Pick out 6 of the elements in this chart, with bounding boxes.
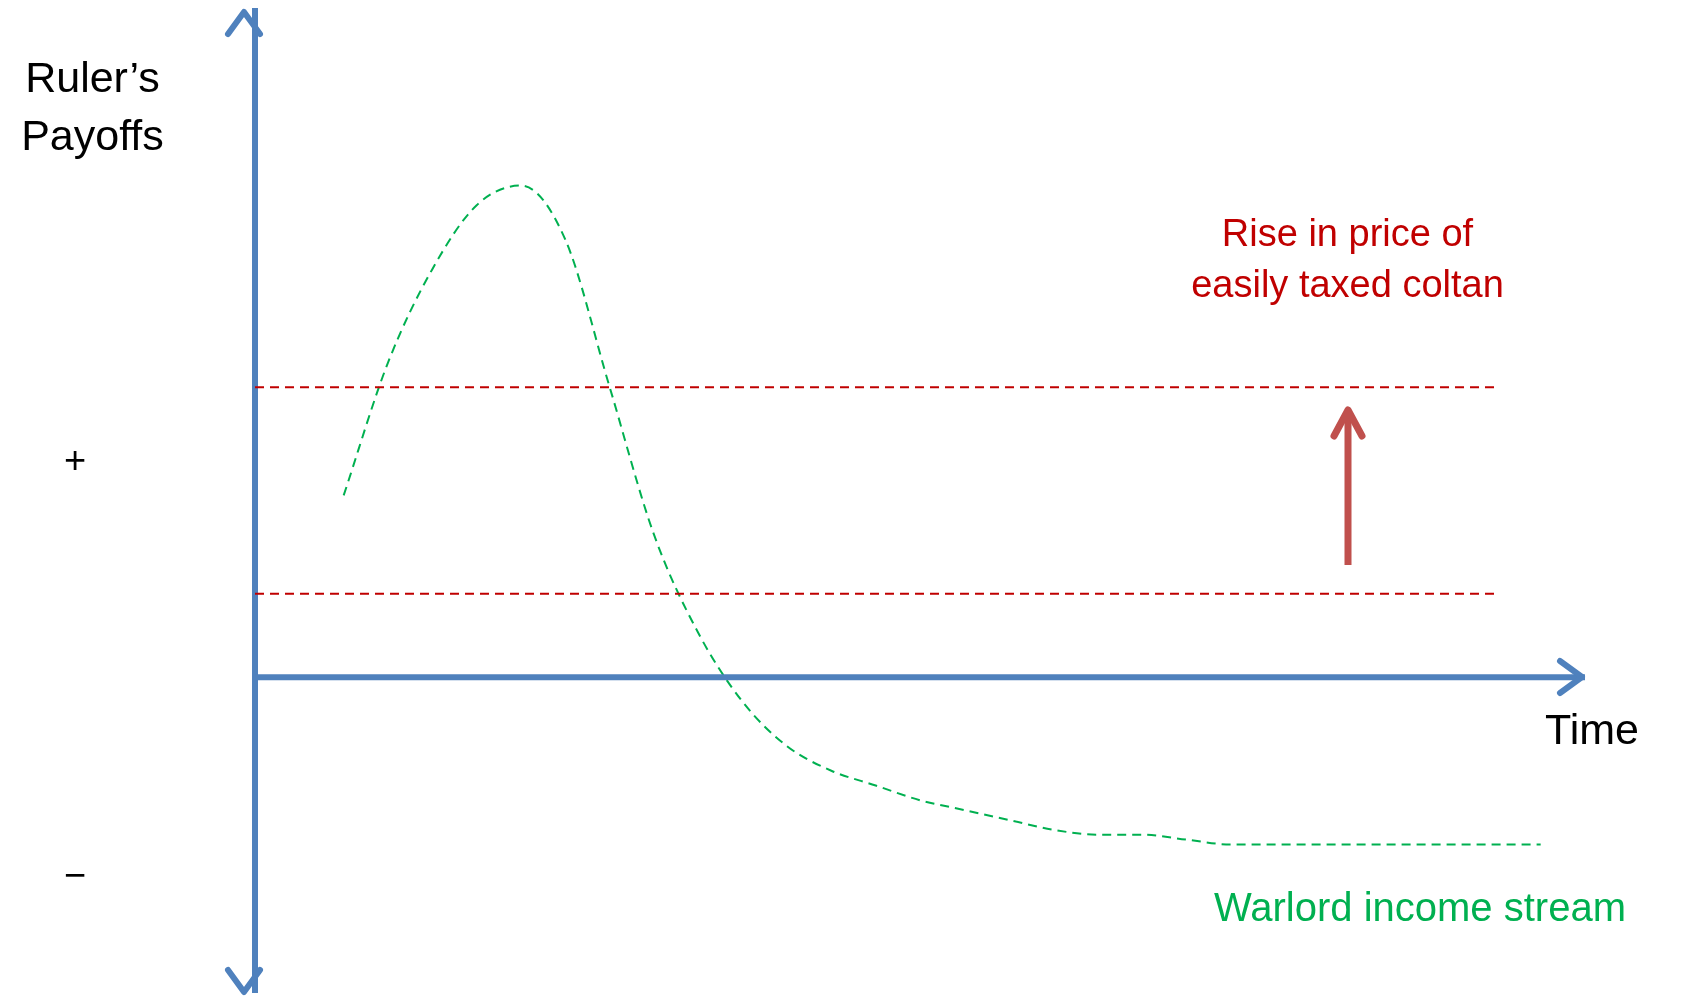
x-axis-title: Time bbox=[1545, 705, 1639, 754]
series-label: Warlord income stream bbox=[1213, 885, 1627, 930]
text: − bbox=[62, 853, 88, 898]
annotation: Rise in price of easily taxed coltan bbox=[1190, 211, 1505, 307]
y-axis-title: Ruler’s Payoffs bbox=[20, 52, 165, 161]
text: + bbox=[62, 438, 88, 483]
